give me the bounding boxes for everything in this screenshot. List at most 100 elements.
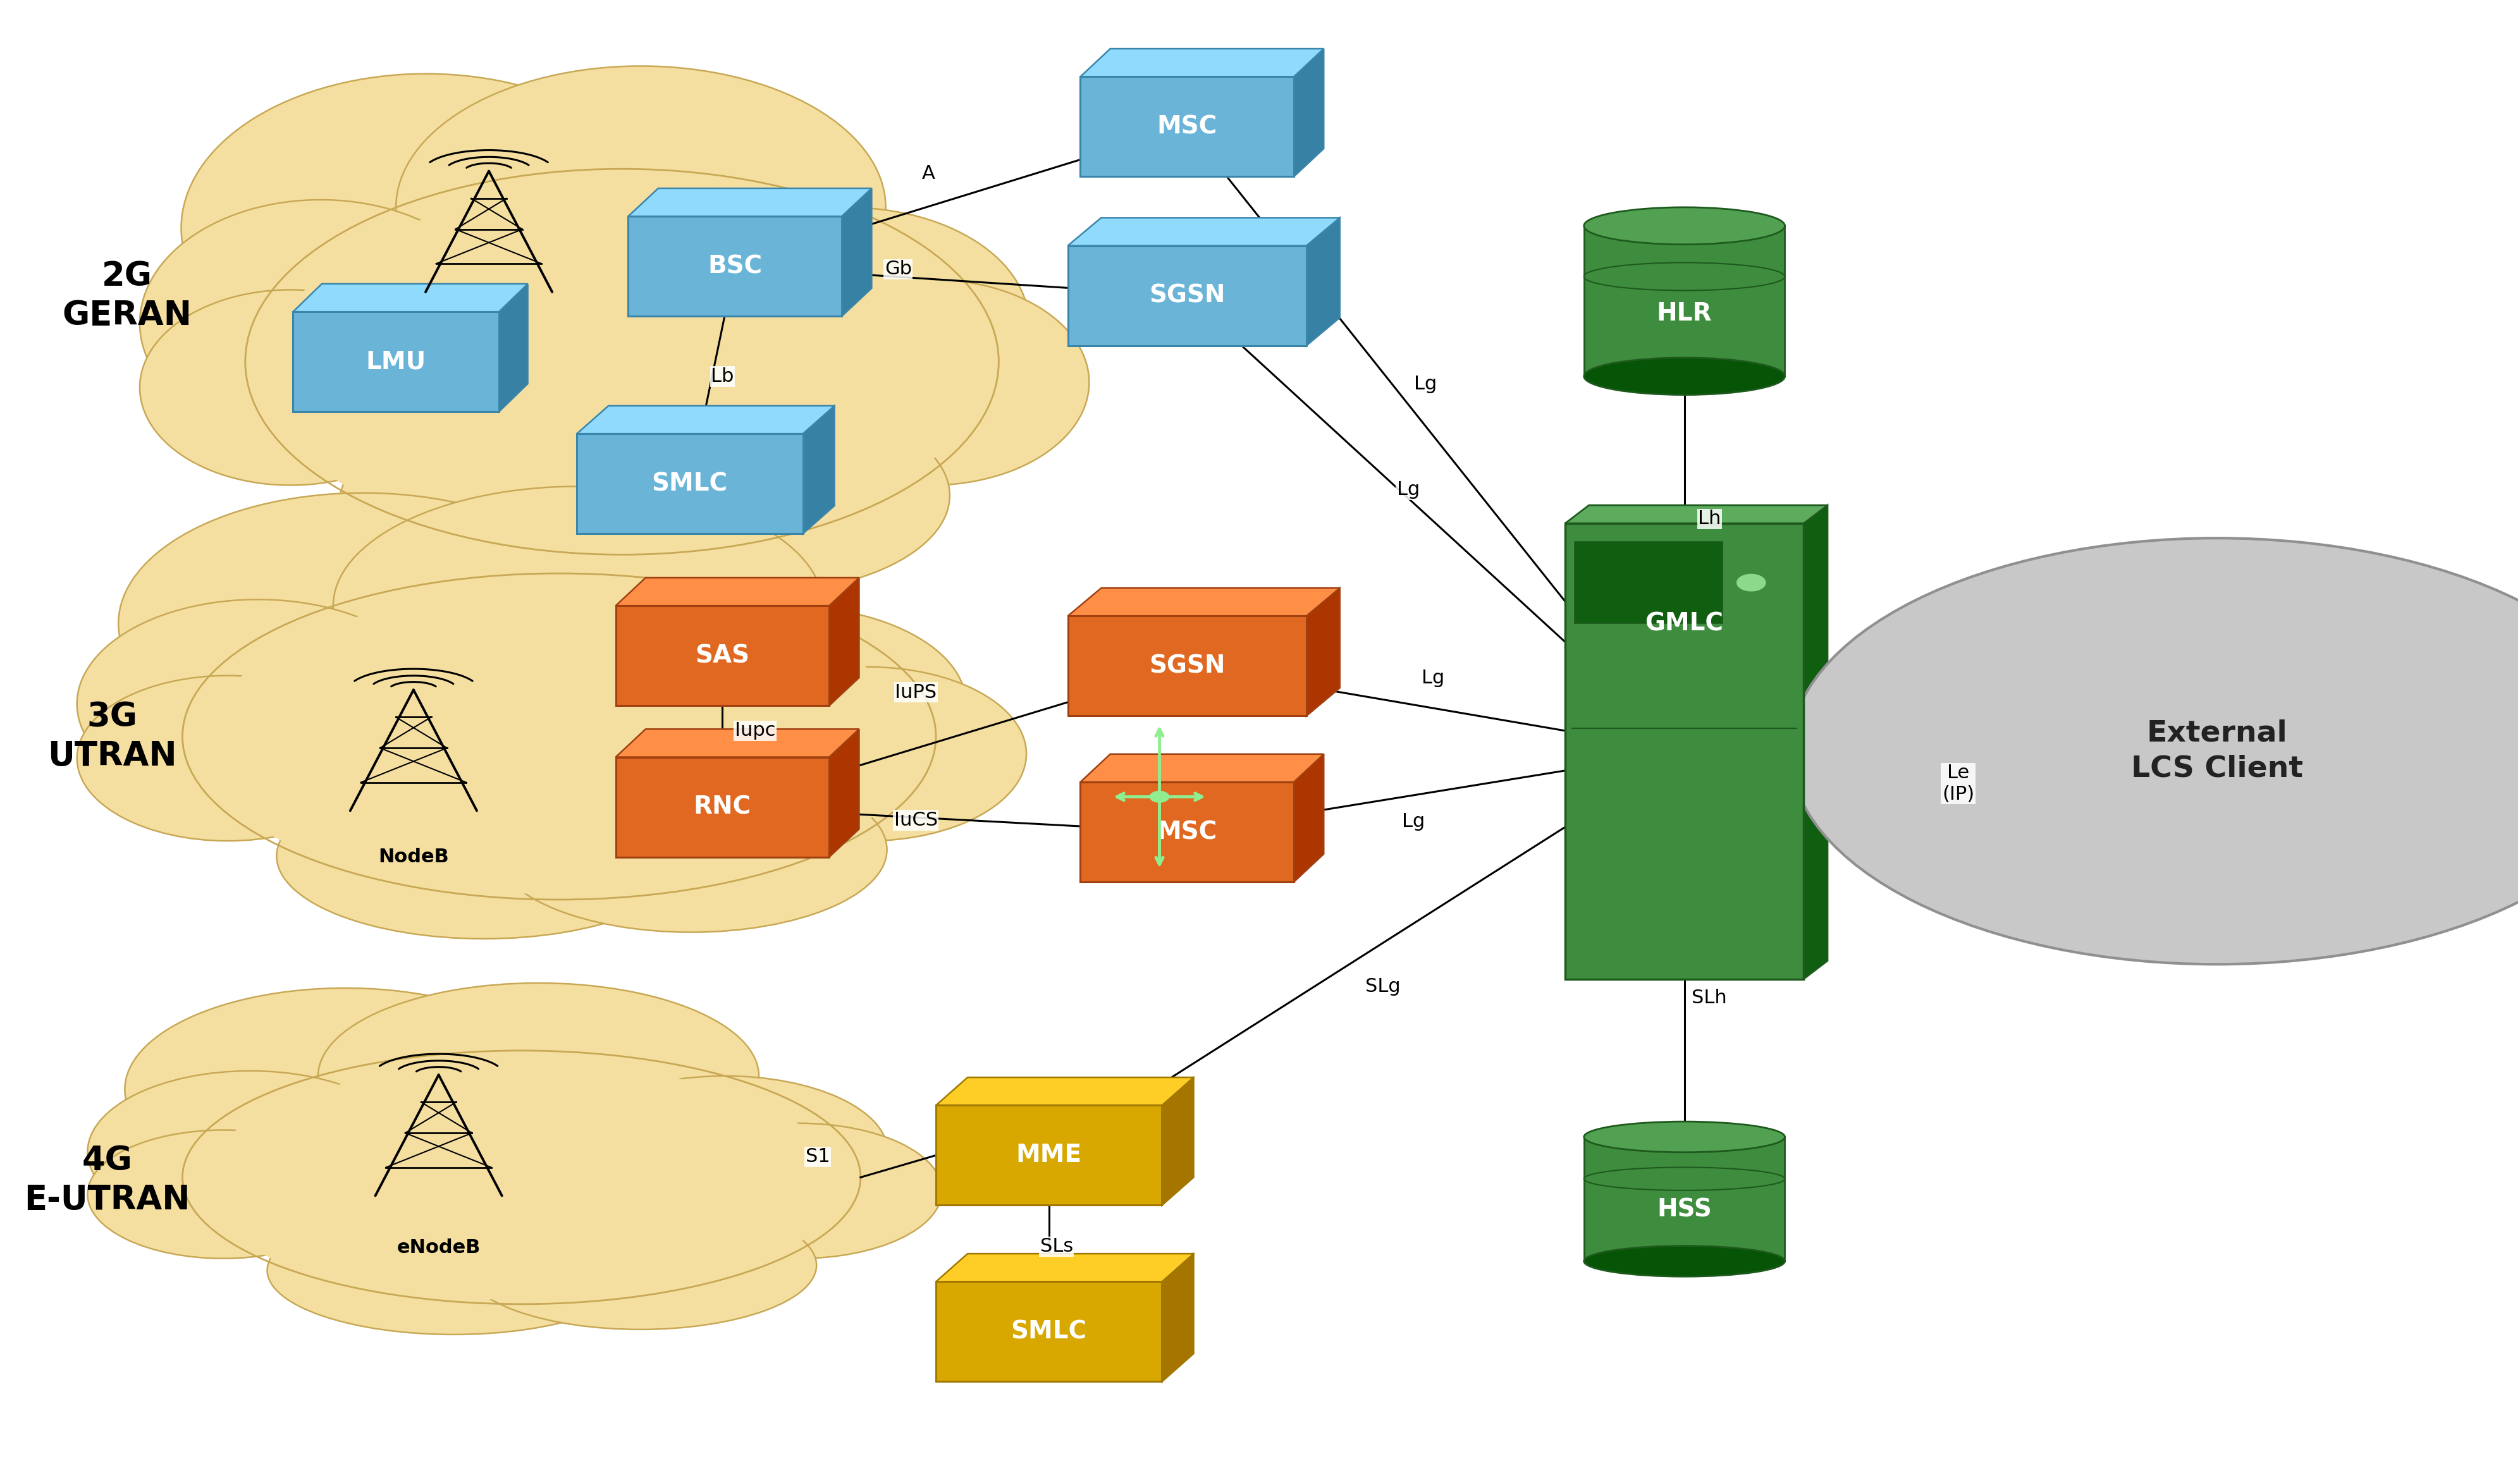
- Ellipse shape: [340, 405, 753, 601]
- FancyBboxPatch shape: [935, 1105, 1162, 1205]
- Ellipse shape: [1585, 208, 1784, 245]
- FancyBboxPatch shape: [1081, 77, 1293, 177]
- Text: LMU: LMU: [365, 349, 426, 374]
- Ellipse shape: [139, 290, 441, 485]
- Text: 4G
E-UTRAN: 4G E-UTRAN: [25, 1145, 189, 1217]
- Text: SAS: SAS: [696, 644, 748, 667]
- Polygon shape: [292, 284, 527, 312]
- Ellipse shape: [1585, 1246, 1784, 1277]
- Text: SGSN: SGSN: [1149, 654, 1225, 678]
- Polygon shape: [804, 405, 834, 533]
- Ellipse shape: [333, 486, 824, 726]
- Text: A: A: [922, 165, 935, 183]
- Polygon shape: [1162, 1254, 1194, 1382]
- Polygon shape: [842, 189, 872, 317]
- Text: MSC: MSC: [1157, 115, 1217, 138]
- Ellipse shape: [318, 982, 759, 1170]
- Polygon shape: [1068, 218, 1341, 246]
- Text: 3G
UTRAN: 3G UTRAN: [48, 700, 176, 773]
- Text: SMLC: SMLC: [1011, 1320, 1086, 1343]
- FancyBboxPatch shape: [1068, 616, 1305, 716]
- Polygon shape: [935, 1254, 1194, 1282]
- Ellipse shape: [78, 600, 438, 809]
- Ellipse shape: [774, 280, 1089, 485]
- Text: S1: S1: [806, 1147, 829, 1167]
- Polygon shape: [615, 729, 859, 757]
- Text: Lg: Lg: [1421, 669, 1444, 686]
- Text: Lg: Lg: [1401, 813, 1424, 831]
- Text: SLh: SLh: [1691, 988, 1726, 1008]
- Ellipse shape: [207, 1064, 834, 1292]
- Text: Gb: Gb: [885, 261, 912, 278]
- Text: SGSN: SGSN: [1149, 284, 1225, 308]
- Ellipse shape: [1585, 358, 1784, 395]
- Polygon shape: [1305, 218, 1341, 346]
- FancyBboxPatch shape: [935, 1282, 1162, 1382]
- Text: Lg: Lg: [1396, 480, 1419, 499]
- Circle shape: [1736, 574, 1767, 591]
- Text: SLg: SLg: [1366, 977, 1401, 996]
- Ellipse shape: [658, 1124, 942, 1258]
- Polygon shape: [935, 1077, 1194, 1105]
- Text: SLs: SLs: [1041, 1237, 1074, 1255]
- Ellipse shape: [277, 773, 690, 938]
- Polygon shape: [1081, 754, 1323, 782]
- Ellipse shape: [181, 74, 670, 383]
- FancyBboxPatch shape: [615, 605, 829, 706]
- FancyBboxPatch shape: [577, 433, 804, 533]
- Ellipse shape: [267, 1206, 640, 1335]
- Ellipse shape: [1585, 1121, 1784, 1152]
- Polygon shape: [615, 577, 859, 605]
- Ellipse shape: [88, 1130, 358, 1258]
- Polygon shape: [499, 284, 527, 412]
- Text: MSC: MSC: [1157, 820, 1217, 844]
- Polygon shape: [1162, 1077, 1194, 1205]
- Polygon shape: [1305, 588, 1341, 716]
- Text: BSC: BSC: [708, 255, 761, 278]
- Ellipse shape: [464, 1200, 816, 1330]
- FancyBboxPatch shape: [1565, 523, 1804, 980]
- FancyBboxPatch shape: [292, 312, 499, 412]
- Ellipse shape: [217, 1106, 827, 1299]
- Text: GMLC: GMLC: [1646, 611, 1724, 636]
- Ellipse shape: [126, 988, 564, 1190]
- Polygon shape: [1565, 505, 1827, 523]
- Polygon shape: [627, 189, 872, 217]
- Ellipse shape: [711, 667, 1026, 841]
- Polygon shape: [1585, 1137, 1784, 1261]
- Ellipse shape: [78, 676, 378, 841]
- Ellipse shape: [396, 66, 885, 349]
- FancyBboxPatch shape: [627, 217, 842, 317]
- Circle shape: [1149, 791, 1169, 803]
- Text: Lb: Lb: [711, 367, 733, 386]
- Polygon shape: [577, 405, 834, 433]
- Text: Lg: Lg: [1414, 374, 1436, 393]
- Polygon shape: [829, 577, 859, 706]
- Polygon shape: [1068, 588, 1341, 616]
- Polygon shape: [1293, 754, 1323, 882]
- Text: Le
(IP): Le (IP): [1943, 763, 1973, 803]
- Ellipse shape: [282, 252, 960, 548]
- Text: IuCS: IuCS: [895, 812, 937, 829]
- Ellipse shape: [139, 200, 501, 446]
- Ellipse shape: [212, 589, 907, 884]
- Text: 2G
GERAN: 2G GERAN: [63, 259, 192, 331]
- Ellipse shape: [275, 189, 970, 535]
- Text: External
LCS Client: External LCS Client: [2132, 719, 2303, 784]
- Polygon shape: [1804, 505, 1827, 980]
- Text: HSS: HSS: [1658, 1198, 1711, 1221]
- Text: NodeB: NodeB: [378, 848, 449, 866]
- Ellipse shape: [668, 208, 1028, 439]
- Ellipse shape: [605, 605, 965, 801]
- Text: Iupc: Iupc: [736, 722, 776, 739]
- Ellipse shape: [1789, 538, 2520, 965]
- Polygon shape: [1081, 49, 1323, 77]
- Ellipse shape: [88, 1071, 413, 1233]
- Text: SMLC: SMLC: [653, 471, 728, 496]
- Ellipse shape: [494, 767, 887, 932]
- Polygon shape: [1585, 225, 1784, 376]
- FancyBboxPatch shape: [1068, 246, 1305, 346]
- Text: MME: MME: [1016, 1143, 1081, 1167]
- Text: RNC: RNC: [693, 795, 751, 819]
- Polygon shape: [1293, 49, 1323, 177]
